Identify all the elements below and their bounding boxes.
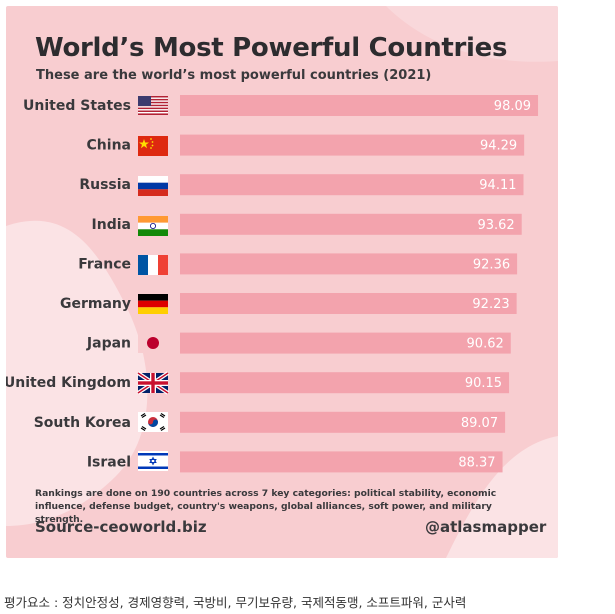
social-handle: @atlasmapper xyxy=(425,518,547,536)
background-shapes xyxy=(6,6,558,558)
value-label: 94.11 xyxy=(479,178,516,193)
bar-germany xyxy=(180,293,517,314)
value-label: 92.23 xyxy=(472,297,509,312)
value-label: 90.62 xyxy=(467,337,504,352)
country-label: South Korea xyxy=(34,415,131,431)
china-flag-icon xyxy=(138,136,168,156)
country-label: United Kingdom xyxy=(6,375,131,391)
country-label: United States xyxy=(23,98,131,114)
bar-japan xyxy=(180,332,511,354)
bar-france xyxy=(180,253,518,275)
value-label: 89.07 xyxy=(461,416,498,431)
france-flag-icon xyxy=(138,255,168,275)
bar-south-korea xyxy=(180,411,506,433)
country-label: Germany xyxy=(60,296,131,312)
caption-text: 평가요소 : 정치안정성, 경제영향력, 국방비, 무기보유량, 국제적동맹, … xyxy=(4,595,467,610)
country-label: Russia xyxy=(79,177,131,193)
background-blob-top xyxy=(386,6,558,62)
value-label: 92.36 xyxy=(473,257,510,272)
background-blob-left xyxy=(6,220,148,526)
infographic-card: World’s Most Powerful Countries These ar… xyxy=(6,6,558,558)
country-label: Japan xyxy=(86,336,131,352)
uk-flag-icon xyxy=(136,371,170,395)
value-label: 88.37 xyxy=(458,455,495,470)
country-label: France xyxy=(78,256,131,272)
country-labels-layer: United States China Russia India France Germa… xyxy=(6,98,131,470)
japan-flag-icon xyxy=(138,333,168,353)
us-flag-icon xyxy=(138,96,168,115)
india-flag-icon xyxy=(138,216,168,236)
germany-flag-icon xyxy=(138,294,168,314)
country-label: India xyxy=(92,217,131,233)
israel-flag-icon xyxy=(138,451,168,471)
bar-china xyxy=(180,134,525,156)
bar-united-states xyxy=(180,95,539,116)
chart-subtitle: These are the world’s most powerful coun… xyxy=(36,68,432,83)
background-blob-right xyxy=(446,436,558,558)
value-labels-layer: 98.09 94.29 94.11 93.62 92.36 92.23 90.62 90.15… xyxy=(458,99,531,470)
bar-chart: United States China Russia India France Germa… xyxy=(6,95,539,473)
russia-flag-icon xyxy=(138,176,168,196)
bar-india xyxy=(180,213,522,235)
footnote: Rankings are done on 190 countries acros… xyxy=(35,488,497,525)
bar-united-kingdom xyxy=(180,372,510,394)
value-label: 94.29 xyxy=(480,139,517,154)
south-korea-flag-icon xyxy=(138,412,168,432)
bar-israel xyxy=(180,451,503,473)
value-label: 93.62 xyxy=(477,218,514,233)
source-credit: Source-ceoworld.biz xyxy=(35,518,207,536)
value-label: 90.15 xyxy=(465,376,502,391)
bar-russia xyxy=(180,174,524,196)
country-label: Israel xyxy=(87,454,131,470)
bars-layer xyxy=(180,95,539,473)
value-label: 98.09 xyxy=(494,99,531,114)
chart-title: World’s Most Powerful Countries xyxy=(35,33,508,63)
country-label: China xyxy=(87,138,131,154)
